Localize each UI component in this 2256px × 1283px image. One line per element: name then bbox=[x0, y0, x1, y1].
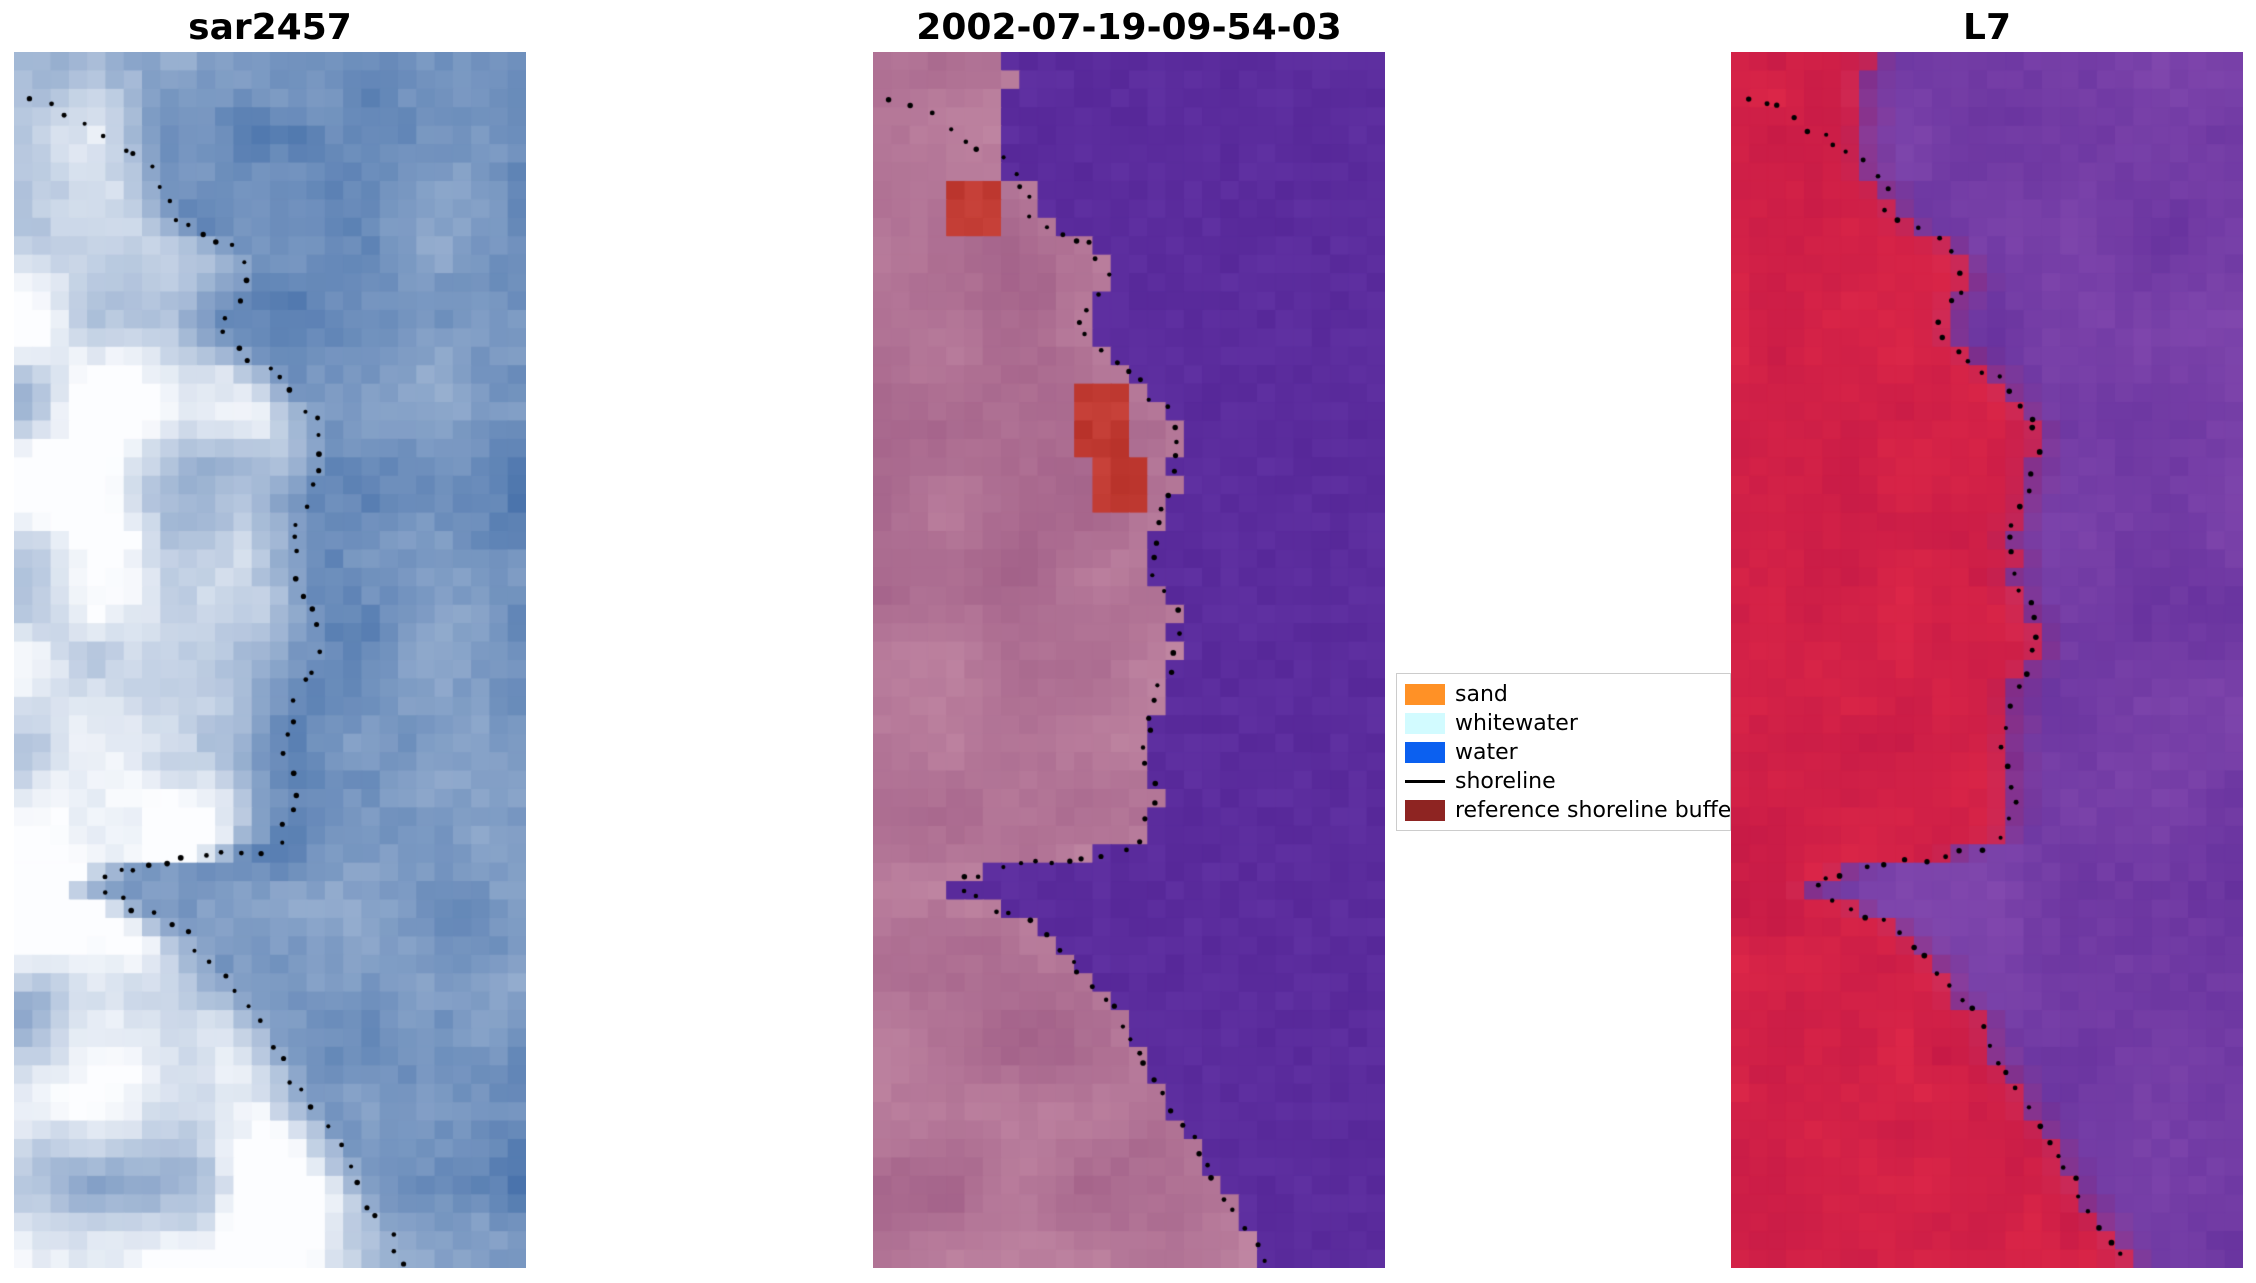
legend-label-reference-shoreline-buffer: reference shoreline buffer bbox=[1455, 798, 1731, 823]
legend-item-whitewater: whitewater bbox=[1405, 709, 1722, 738]
classified-image-panel bbox=[873, 52, 1385, 1268]
legend-label-sand: sand bbox=[1455, 682, 1508, 707]
legend-label-shoreline: shoreline bbox=[1455, 769, 1556, 794]
reference-shoreline-buffer-swatch bbox=[1405, 800, 1445, 821]
legend-label-whitewater: whitewater bbox=[1455, 711, 1578, 736]
sand-swatch bbox=[1405, 684, 1445, 705]
landsat-l7-image-panel bbox=[1731, 52, 2243, 1268]
panel-title-l7: L7 bbox=[1963, 7, 2011, 48]
legend-item-reference-shoreline-buffer: reference shoreline buffer bbox=[1405, 796, 1730, 825]
legend-item-water: water bbox=[1405, 738, 1722, 767]
legend-label-water: water bbox=[1455, 740, 1518, 765]
sar-image-panel bbox=[14, 52, 526, 1268]
legend: sand whitewater water shoreline referenc… bbox=[1396, 673, 1731, 831]
whitewater-swatch bbox=[1405, 713, 1445, 734]
water-swatch bbox=[1405, 742, 1445, 763]
panel-title-sar2457: sar2457 bbox=[188, 7, 352, 48]
panel-title-acquisition-date: 2002-07-19-09-54-03 bbox=[916, 7, 1342, 48]
legend-item-shoreline: shoreline bbox=[1405, 767, 1722, 796]
legend-item-sand: sand bbox=[1405, 680, 1722, 709]
shoreline-line-swatch bbox=[1405, 780, 1445, 783]
